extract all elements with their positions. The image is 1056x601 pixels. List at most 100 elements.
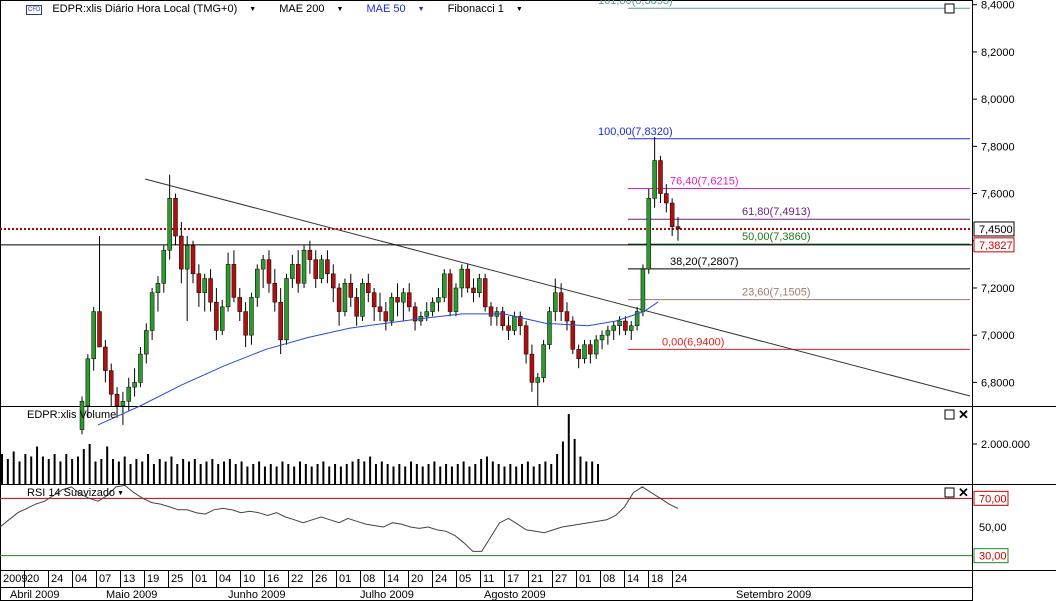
candle-body [354,297,359,317]
candle-body [208,278,213,303]
candle-body [225,264,231,308]
month-label: Setembro 2009 [736,589,811,601]
candle-body [336,287,342,312]
candle-body [570,320,576,350]
candle-body [290,264,295,279]
rsi-panel-dropdown[interactable]: RSI 14 Suavizado ▼ [27,487,124,499]
day-tick-label: 05 [459,573,471,585]
candle-body [331,273,336,289]
candle-body [675,226,681,230]
candle-body [541,344,546,378]
last-price-badge [973,221,1015,237]
candle-body [103,346,108,371]
day-tick-label: 01 [339,573,351,585]
indicator-mae50[interactable]: MAE 50 ▼ [367,3,435,15]
candle-body [97,311,102,348]
price-tick-label: 7,2000 [981,283,1015,295]
indicator-mae200[interactable]: MAE 200 ▼ [279,3,353,15]
month-label: Abril 2009 [10,589,60,601]
fibonacci-level-label: 0,00(6,9400) [662,336,724,348]
day-tick-label: 16 [267,573,279,585]
candle-body [348,283,354,298]
candle-body [664,193,669,204]
candle-body [272,283,278,303]
cfd-badge: CFD [26,5,43,15]
candle-body [646,198,652,270]
mae50-line [97,301,659,426]
candle-body [401,292,406,303]
rsi-level-badge [973,490,1009,506]
chevron-down-icon: ▼ [515,6,523,13]
candle-body [617,320,622,326]
candle-body [412,306,418,322]
day-tick-label: 20 [27,573,39,585]
candle-body [406,292,412,308]
candle-body [611,325,616,331]
day-tick-label: 13 [123,573,135,585]
candle-body [132,382,137,388]
candle-body [360,283,365,317]
candle-body [576,349,581,360]
maximize-icon[interactable] [944,409,955,420]
indicator-fibonacci[interactable]: Fibonacci 1 ▼ [448,3,533,15]
candle-body [377,306,383,312]
candle-body [535,377,541,383]
candle-body [547,311,552,345]
candle-body [237,297,243,312]
candle-body [623,320,628,331]
candle-body [424,311,429,317]
candle-body [319,259,324,279]
candle-body [313,259,318,279]
candle-body [196,273,202,293]
chart-header: CFD EDPR:xlis Diário Hora Local (TMG+0) ▼ … [26,3,543,15]
candle-body [301,249,307,284]
day-tick-label: 14 [627,573,639,585]
candle-body [652,160,657,199]
candle-body [249,297,254,336]
chevron-down-icon: ▼ [417,6,425,13]
candle-body [167,198,172,251]
day-tick-label: 20 [411,573,423,585]
fibonacci-level-label: 61,80(7,4913) [742,206,811,218]
candle-body [506,325,511,331]
symbol-dropdown[interactable]: CFD EDPR:xlis Diário Hora Local (TMG+0) ▼ [26,3,266,15]
candle-body [79,401,85,430]
day-tick-label: 25 [171,573,183,585]
price-tick-label: 7,8000 [981,141,1015,153]
maximize-icon[interactable] [944,3,955,14]
candle-body [512,316,517,331]
maximize-icon[interactable] [944,487,955,498]
candle-body [564,311,570,322]
price-tick-label: 6,8000 [981,377,1015,389]
volume-panel-title: EDPR:xlis Volume [27,409,117,421]
candle-body [144,330,149,355]
candle-body [155,283,161,293]
day-tick-label: 24 [675,573,687,585]
chevron-down-icon: ▼ [336,6,344,13]
candle-body [593,339,599,355]
month-label: Agosto 2009 [484,589,546,601]
candle-body [266,259,272,284]
candle-body [523,325,529,355]
month-label: Maio 2009 [106,589,157,601]
close-icon[interactable]: ✕ [958,485,969,500]
candle-body [278,301,283,341]
rsi-tick-label: 50,00 [979,522,1007,534]
day-tick-label: 14 [387,573,399,585]
day-tick-label: 08 [363,573,375,585]
candle-body [395,297,400,303]
day-tick-label: 01 [195,573,207,585]
close-icon[interactable]: ✕ [958,407,969,422]
symbol-title: EDPR:xlis Diário Hora Local (TMG+0) [52,3,238,15]
rsi-line [0,484,679,552]
candle-body [342,283,348,312]
candle-body [190,245,196,275]
candle-body [430,301,435,312]
candle-body [640,268,646,312]
candle-body [553,292,558,312]
candle-body [465,268,470,289]
candle-body [582,344,587,360]
day-tick-label: 04 [75,573,87,585]
candle-body [482,278,488,308]
candle-body [558,292,564,312]
